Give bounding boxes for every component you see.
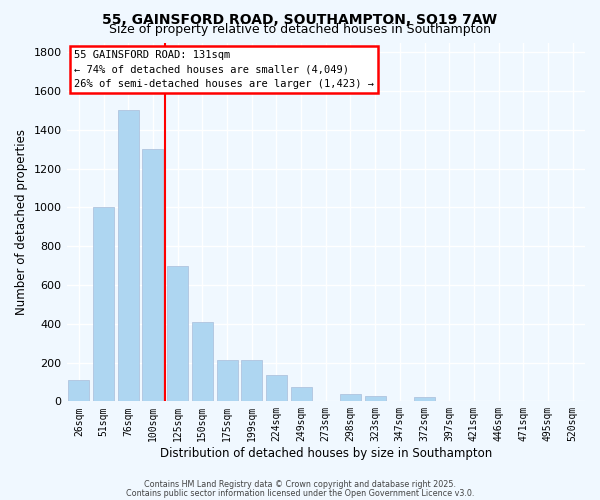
Bar	[266, 375, 287, 402]
Bar	[217, 360, 238, 402]
Bar	[142, 149, 163, 402]
Text: 55, GAINSFORD ROAD, SOUTHAMPTON, SO19 7AW: 55, GAINSFORD ROAD, SOUTHAMPTON, SO19 7A…	[103, 12, 497, 26]
Bar	[365, 396, 386, 402]
Text: 55 GAINSFORD ROAD: 131sqm
← 74% of detached houses are smaller (4,049)
26% of se: 55 GAINSFORD ROAD: 131sqm ← 74% of detac…	[74, 50, 374, 90]
Bar	[93, 208, 114, 402]
Bar	[118, 110, 139, 402]
Bar	[192, 322, 213, 402]
Bar	[340, 394, 361, 402]
Bar	[68, 380, 89, 402]
Text: Contains HM Land Registry data © Crown copyright and database right 2025.: Contains HM Land Registry data © Crown c…	[144, 480, 456, 489]
Text: Contains public sector information licensed under the Open Government Licence v3: Contains public sector information licen…	[126, 488, 474, 498]
Y-axis label: Number of detached properties: Number of detached properties	[15, 129, 28, 315]
Bar	[290, 387, 311, 402]
Text: Size of property relative to detached houses in Southampton: Size of property relative to detached ho…	[109, 22, 491, 36]
X-axis label: Distribution of detached houses by size in Southampton: Distribution of detached houses by size …	[160, 447, 492, 460]
Bar	[414, 398, 435, 402]
Bar	[167, 266, 188, 402]
Bar	[241, 360, 262, 402]
